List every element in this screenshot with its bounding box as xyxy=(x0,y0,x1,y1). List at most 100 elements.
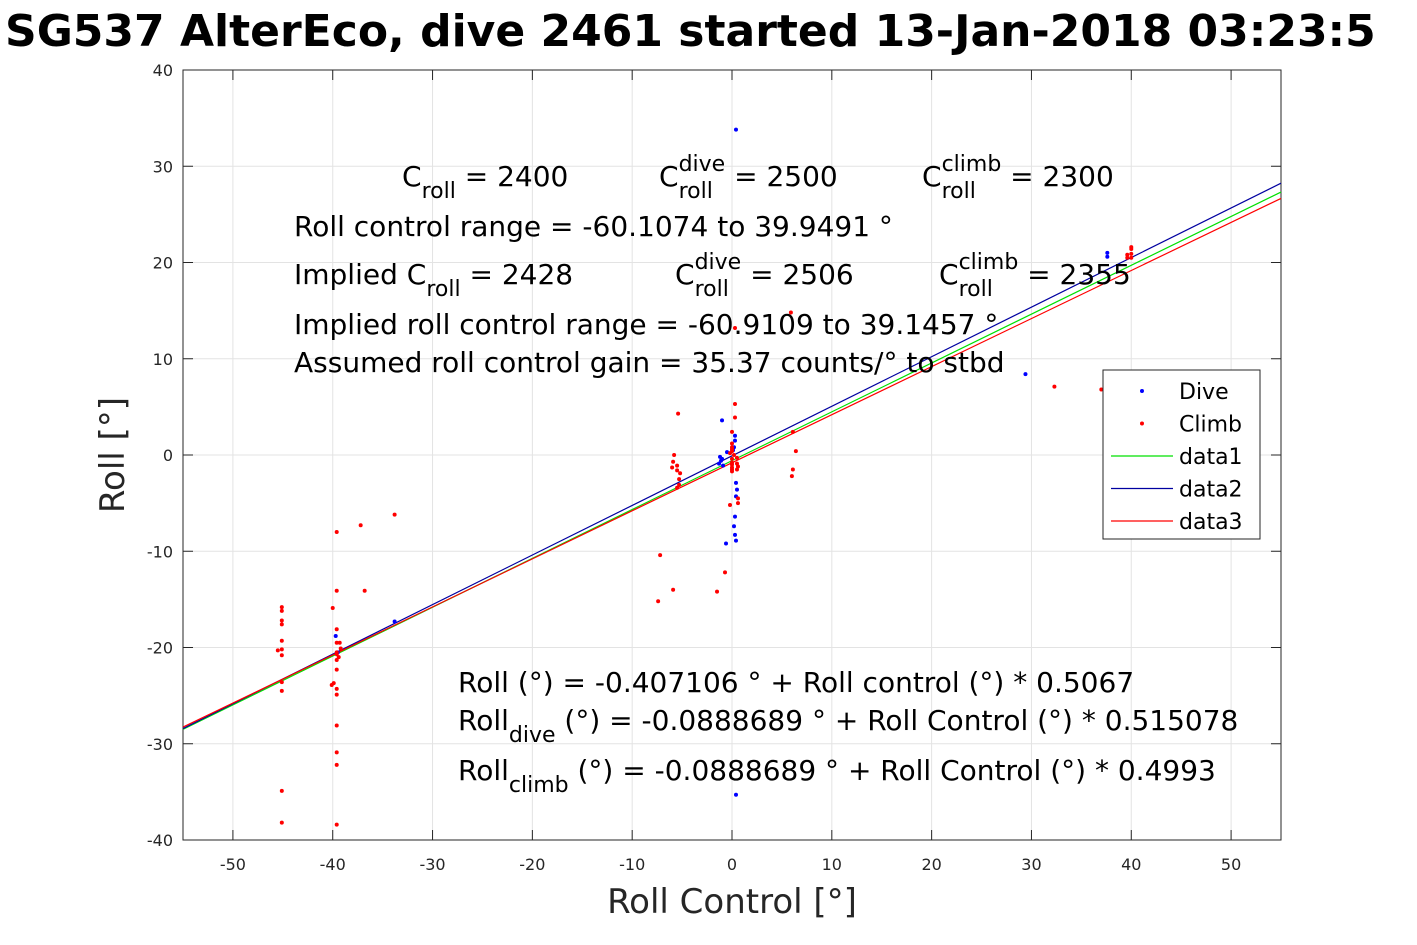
climb-point xyxy=(358,523,363,528)
climb-point xyxy=(728,451,733,456)
climb-point xyxy=(334,686,339,691)
climb-point xyxy=(334,640,339,645)
dive-point xyxy=(732,433,737,438)
climb-point xyxy=(656,599,661,604)
dive-point xyxy=(732,532,737,537)
climb-point xyxy=(275,648,280,653)
dive-point xyxy=(732,514,737,519)
climb-point xyxy=(1125,252,1130,257)
annotation-fit-dive: Rolldive (°) = -0.0888689 ° + Roll Contr… xyxy=(458,704,1238,748)
dive-point xyxy=(720,456,725,461)
climb-point xyxy=(723,570,728,575)
y-tick-label: -40 xyxy=(147,831,173,850)
climb-point xyxy=(675,468,680,473)
ticks: -50 -40 -30 -20 -10 0 10 20 30 40 50 -40 -30 -20 -10 0 1… xyxy=(147,61,1281,874)
climb-point xyxy=(330,606,335,611)
x-tick-label: -50 xyxy=(220,855,246,874)
dive-point xyxy=(1105,254,1110,259)
climb-point xyxy=(734,455,739,460)
climb-point xyxy=(735,496,740,501)
climb-point xyxy=(334,762,339,767)
x-tick-label: 20 xyxy=(921,855,941,874)
climb-point xyxy=(1052,384,1057,389)
climb-point xyxy=(676,411,681,416)
dive-point xyxy=(733,538,738,543)
climb-point xyxy=(279,638,284,643)
x-axis-label: Roll Control [°] xyxy=(607,882,857,922)
y-tick-label: 10 xyxy=(153,350,173,369)
legend-label-data3: data3 xyxy=(1179,510,1243,535)
annotation-c-roll: Croll = 2400 xyxy=(402,160,568,204)
dive-point xyxy=(733,480,738,485)
legend-label-climb: Climb xyxy=(1179,413,1242,438)
dive-point xyxy=(392,619,397,624)
climb-point xyxy=(731,453,736,457)
climb-point xyxy=(1125,255,1130,260)
climb-point xyxy=(334,667,339,672)
climb-point xyxy=(279,820,284,825)
x-tick-label: 30 xyxy=(1021,855,1041,874)
climb-point xyxy=(789,474,794,479)
y-tick-label: 40 xyxy=(153,61,173,80)
climb-point xyxy=(730,456,734,461)
chart-title: SG537 AlterEco, dive 2461 started 13-Jan… xyxy=(5,6,1376,57)
climb-point xyxy=(677,477,682,482)
climb-point xyxy=(334,723,339,728)
climb-point xyxy=(732,325,737,330)
annotation-implied-range: Implied roll control range = -60.9109 to… xyxy=(294,308,998,341)
annotation-implied-c-climb: Cclimb roll = 2355 xyxy=(939,250,1131,302)
climb-point xyxy=(392,512,397,517)
x-tick-label: -40 xyxy=(320,855,346,874)
climb-point xyxy=(1129,251,1134,256)
dive-point xyxy=(724,541,729,546)
annotations: Croll = 2400 Cdive roll = 2500 Cclimb roll =… xyxy=(294,152,1238,798)
dive-point xyxy=(733,792,738,797)
y-tick-label: -10 xyxy=(147,542,173,561)
climb-point xyxy=(730,469,734,474)
climb-point xyxy=(334,652,339,657)
climb-point xyxy=(735,464,740,469)
legend-marker-climb xyxy=(1140,421,1144,426)
climb-point xyxy=(671,459,676,464)
x-tick-label: 10 xyxy=(822,855,842,874)
climb-point xyxy=(279,622,284,627)
dive-point xyxy=(733,127,738,132)
climb-point xyxy=(730,445,734,450)
dive-point xyxy=(720,418,725,423)
dive-point xyxy=(1105,250,1110,255)
climb-point xyxy=(672,453,677,457)
climb-point xyxy=(1129,255,1134,260)
climb-point xyxy=(671,587,676,592)
annotation-c-dive: Cdive roll = 2500 xyxy=(659,152,838,204)
climb-point xyxy=(793,449,798,454)
x-tick-label: -10 xyxy=(619,855,645,874)
annotation-implied-c-roll: Implied Croll = 2428 xyxy=(294,258,573,302)
climb-point xyxy=(362,588,367,593)
climb-point xyxy=(279,647,284,652)
annotation-fit: Roll (°) = -0.407106 ° + Roll control (°… xyxy=(458,666,1134,699)
annotation-gain: Assumed roll control gain = 35.37 counts… xyxy=(294,346,1005,379)
dive-point xyxy=(721,463,726,468)
y-tick-label: 30 xyxy=(153,157,173,176)
y-tick-label: 20 xyxy=(153,254,173,273)
climb-point xyxy=(279,653,284,658)
legend-label-data1: data1 xyxy=(1179,445,1243,470)
climb-point xyxy=(331,681,336,686)
climb-point xyxy=(279,788,284,793)
x-tick-label: 40 xyxy=(1121,855,1141,874)
climb-point xyxy=(677,482,682,487)
climb-point xyxy=(334,588,339,593)
climb-point xyxy=(670,465,675,470)
climb-point xyxy=(730,462,734,467)
climb-point xyxy=(279,688,284,693)
climb-point xyxy=(338,646,343,651)
climb-point xyxy=(279,680,284,685)
dive-point xyxy=(732,438,737,443)
climb-point xyxy=(1099,387,1104,392)
climb-point xyxy=(1129,245,1134,250)
climb-point xyxy=(732,401,737,406)
climb-point xyxy=(730,441,734,446)
y-axis-label: Roll [°] xyxy=(93,397,133,513)
climb-point xyxy=(334,692,339,697)
